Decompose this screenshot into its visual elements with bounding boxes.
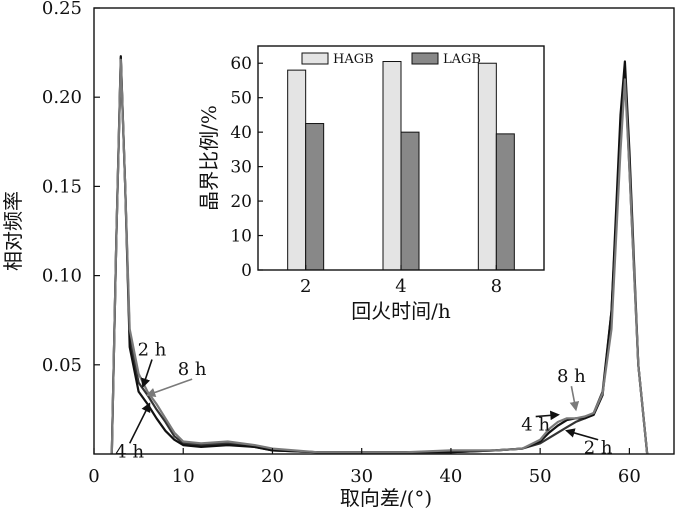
main-x-tick-label: 10 xyxy=(172,466,195,487)
main-y-tick-label: 0.10 xyxy=(42,266,82,287)
bar-hagb-4 xyxy=(382,61,402,271)
legend-label-lagb: LAGB xyxy=(443,52,481,67)
main-plot-frame xyxy=(93,7,675,455)
bar-lagb-4 xyxy=(400,131,420,271)
main-x-tick-label: 0 xyxy=(88,466,99,487)
inset-y-tick-label: 60 xyxy=(230,54,252,74)
main-y-tick-label: 0.25 xyxy=(42,0,82,19)
inset-x-tick-label: 2 xyxy=(300,276,311,297)
inset-bar-chart: 2 4 8 0 10 20 30 40 50 60 HAGB LAGB 回火时间/h 晶界比例/% xyxy=(197,45,545,323)
annotation-arrow xyxy=(128,402,151,444)
annotation-label: 2 h xyxy=(138,339,167,360)
inset-y-axis-label: 晶界比例/% xyxy=(197,105,221,211)
main-y-axis-label: 相对频率 xyxy=(1,191,25,271)
annotation-label: 4 h xyxy=(115,441,144,462)
main-annotation-group: 2 h 8 h 4 h 8 h 4 h 2 h xyxy=(115,339,613,462)
main-x-tick-label: 30 xyxy=(350,466,373,487)
legend-swatch-hagb xyxy=(301,52,329,65)
main-y-tick-label: 0.20 xyxy=(42,87,82,108)
main-x-tick-label: 60 xyxy=(618,466,641,487)
main-x-tick-label: 40 xyxy=(439,466,462,487)
annotation-label: 8 h xyxy=(178,359,207,380)
inset-y-tick-label: 50 xyxy=(230,89,252,109)
inset-x-tick-label: 4 xyxy=(395,276,406,297)
inset-legend: HAGB LAGB xyxy=(301,52,481,67)
bar-hagb-8 xyxy=(477,62,497,271)
main-x-tick-label: 50 xyxy=(529,466,552,487)
main-y-tick-label: 0.15 xyxy=(42,176,82,197)
inset-x-tick-label: 8 xyxy=(491,276,502,297)
legend-swatch-lagb xyxy=(411,52,439,65)
inset-y-tick-label: 40 xyxy=(230,123,252,143)
annotation-arrow xyxy=(565,428,599,441)
inset-y-tick-label: 30 xyxy=(230,158,252,178)
legend-label-hagb: HAGB xyxy=(333,52,374,67)
annotation-arrow xyxy=(140,359,153,389)
bar-hagb-2 xyxy=(287,69,307,271)
inset-bars-group xyxy=(287,61,515,271)
annotation-label: 2 h xyxy=(584,438,613,459)
inset-y-tick-label: 20 xyxy=(230,192,252,212)
annotation-label: 4 h xyxy=(521,415,550,436)
bar-lagb-8 xyxy=(495,133,515,271)
bar-lagb-2 xyxy=(305,123,325,271)
main-x-tick-label: 20 xyxy=(261,466,284,487)
annotation-arrow xyxy=(569,386,580,412)
inset-x-axis-label: 回火时间/h xyxy=(351,299,451,323)
annotation-arrow xyxy=(535,410,560,421)
annotation-label: 8 h xyxy=(557,366,586,387)
inset-y-tick-label: 0 xyxy=(241,261,252,281)
annotation-arrow xyxy=(145,378,193,398)
main-y-tick-label: 0.05 xyxy=(42,355,82,376)
main-x-axis-label: 取向差/(°) xyxy=(340,486,432,510)
inset-y-tick-label: 10 xyxy=(230,227,252,247)
